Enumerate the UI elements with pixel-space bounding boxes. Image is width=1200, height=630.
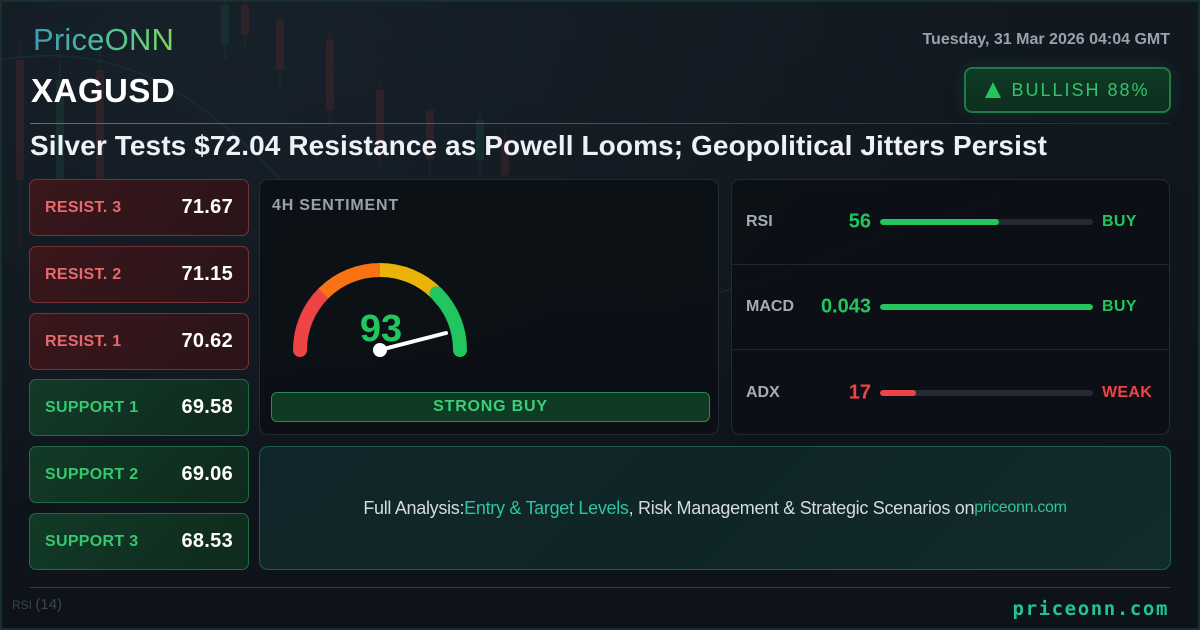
cta-highlight: Entry & Target Levels: [464, 497, 629, 518]
sentiment-gauge: [292, 262, 468, 357]
level-label: SUPPORT 1: [45, 398, 139, 416]
level-value: 71.67: [181, 196, 233, 218]
level-value: 68.53: [181, 530, 233, 552]
level-support-2: SUPPORT 2 69.06: [29, 446, 249, 503]
level-label: RESIST. 2: [45, 265, 122, 283]
sentiment-score: 93: [359, 308, 403, 350]
header-divider: [30, 123, 1170, 124]
sentiment-card: 4H SENTIMENT 93 STRONG BUY: [259, 179, 719, 435]
indicator-bar: [880, 304, 1093, 310]
footer-divider: [30, 587, 1170, 588]
level-value: 69.58: [181, 396, 233, 418]
level-value: 71.15: [181, 263, 233, 285]
indicator-name: MACD: [746, 298, 794, 315]
sentiment-title: 4H SENTIMENT: [272, 197, 399, 214]
level-label: RESIST. 1: [45, 332, 122, 350]
indicators-card: RSI 56 BUY MACD 0.043 BUY ADX 17 WEAK: [731, 179, 1170, 435]
level-label: SUPPORT 2: [45, 465, 139, 483]
indicator-name: ADX: [746, 383, 780, 401]
indicator-value: 17: [848, 381, 871, 403]
bias-badge: BULLISH 88%: [964, 67, 1171, 113]
level-support-3: SUPPORT 3 68.53: [29, 513, 249, 570]
level-label: SUPPORT 3: [45, 532, 139, 550]
brand-logo: PriceONN: [33, 22, 175, 57]
triangle-up-icon: [985, 82, 1002, 98]
symbol-title: XAGUSD: [31, 72, 176, 109]
indicator-row-adx: ADX 17 WEAK: [732, 350, 1169, 435]
background-indicator-label: RSI (14): [12, 596, 63, 613]
bias-label: BULLISH 88%: [1011, 79, 1150, 100]
timestamp: Tuesday, 31 Mar 2026 04:04 GMT: [922, 31, 1170, 48]
indicator-bar: [880, 389, 1093, 396]
indicator-signal: BUY: [1102, 298, 1137, 315]
cta-middle: , Risk Management & Strategic Scenarios …: [628, 497, 975, 518]
footer-site-link[interactable]: priceonn.com: [1012, 598, 1169, 620]
cta-site-link[interactable]: priceonn.com: [974, 499, 1067, 516]
headline: Silver Tests $72.04 Resistance as Powell…: [30, 130, 1048, 161]
level-resist-2: RESIST. 2 71.15: [29, 246, 249, 303]
full-analysis-banner[interactable]: Full Analysis: Entry & Target Levels , R…: [259, 446, 1171, 570]
gauge-needle: [378, 331, 448, 352]
indicator-bar: [880, 219, 1093, 225]
indicator-row-macd: MACD 0.043 BUY: [732, 265, 1169, 350]
cta-prefix: Full Analysis:: [363, 497, 465, 518]
indicator-signal: WEAK: [1102, 383, 1153, 401]
indicator-name: RSI: [746, 213, 773, 230]
indicator-signal: BUY: [1102, 213, 1137, 230]
sentiment-verdict: STRONG BUY: [271, 392, 710, 422]
level-support-1: SUPPORT 1 69.58: [29, 379, 249, 436]
indicator-value: 0.043: [820, 295, 871, 318]
level-value: 69.06: [181, 463, 233, 485]
level-label: RESIST. 3: [45, 198, 122, 216]
indicator-value: 56: [848, 210, 871, 233]
level-value: 70.62: [181, 330, 233, 352]
indicator-row-rsi: RSI 56 BUY: [732, 180, 1169, 265]
level-resist-3: RESIST. 3 71.67: [29, 179, 249, 236]
level-resist-1: RESIST. 1 70.62: [29, 313, 249, 370]
